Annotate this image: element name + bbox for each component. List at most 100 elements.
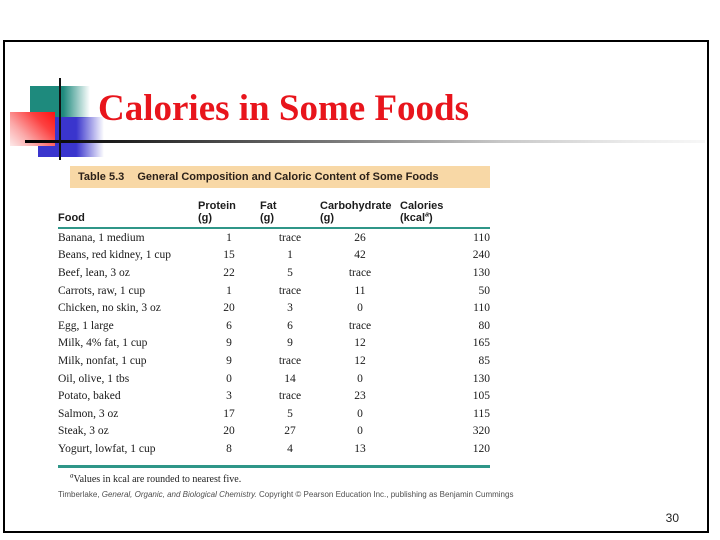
cell-food: Chicken, no skin, 3 oz: [58, 302, 161, 315]
table-row: Egg, 1 large 6 6 trace 80: [58, 317, 490, 335]
cell-protein_g: 1: [226, 231, 232, 244]
cell-carbohydrate_g: 11: [354, 284, 366, 297]
cell-calories: 50: [478, 284, 491, 297]
cell-food: Milk, nonfat, 1 cup: [58, 354, 147, 367]
cell-food: Banana, 1 medium: [58, 231, 145, 244]
table-row: Beans, red kidney, 1 cup 15 1 42 240: [58, 247, 490, 265]
cell-calories: 85: [478, 354, 491, 367]
cell-protein_g: 15: [223, 249, 235, 262]
cell-fat_g: 9: [287, 337, 293, 350]
cell-fat_g: 14: [284, 372, 296, 385]
cell-calories: 110: [473, 302, 490, 315]
cell-carbohydrate_g: trace: [348, 319, 372, 332]
cell-food: Potato, baked: [58, 390, 121, 403]
column-header-protein: Protein (g): [198, 192, 260, 229]
cell-fat_g: 1: [287, 249, 293, 262]
footnote-marker: a: [70, 471, 74, 480]
cell-fat_g: trace: [278, 354, 302, 367]
cell-fat_g: 5: [287, 266, 293, 279]
cell-fat_g: 27: [284, 425, 296, 438]
cell-fat_g: 4: [287, 442, 293, 455]
cell-calories: 110: [473, 231, 490, 244]
cell-calories: 130: [472, 372, 490, 385]
cell-food: Egg, 1 large: [58, 319, 114, 332]
cell-food: Milk, 4% fat, 1 cup: [58, 337, 148, 350]
cell-food: Oil, olive, 1 tbs: [58, 372, 130, 385]
table-row: Salmon, 3 oz 17 5 0 115: [58, 405, 490, 423]
footnote-marker-ref: a: [425, 210, 429, 218]
cell-carbohydrate_g: 42: [354, 249, 366, 262]
cell-fat_g: 3: [287, 302, 293, 315]
cell-food: Steak, 3 oz: [58, 425, 109, 438]
cell-protein_g: 0: [226, 372, 232, 385]
column-header-food: Food: [58, 192, 198, 229]
cell-fat_g: trace: [278, 390, 302, 403]
cell-food: Yogurt, lowfat, 1 cup: [58, 442, 156, 455]
food-table: Food Protein (g) Fat (g) Carbohydrate (g…: [58, 192, 490, 458]
column-header-calories: Calories (kcala): [400, 192, 490, 229]
cell-calories: 115: [473, 407, 490, 420]
cell-protein_g: 22: [223, 266, 235, 279]
table-caption-band: Table 5.3 General Composition and Calori…: [70, 166, 490, 188]
column-header-carbohydrate: Carbohydrate (g): [320, 192, 400, 229]
cell-carbohydrate_g: 0: [357, 302, 363, 315]
cell-carbohydrate_g: 0: [357, 407, 363, 420]
cell-calories: 320: [472, 425, 490, 438]
table-row: Yogurt, lowfat, 1 cup 8 4 13 120: [58, 440, 490, 458]
slide-title: Calories in Some Foods: [98, 88, 470, 129]
table-row: Potato, baked 3 trace 23 105: [58, 387, 490, 405]
book-title: General, Organic, and Biological Chemist…: [101, 489, 257, 499]
title-divider-rule: [25, 140, 705, 143]
table-header-row: Food Protein (g) Fat (g) Carbohydrate (g…: [58, 192, 490, 229]
cell-calories: 240: [472, 249, 490, 262]
cell-protein_g: 6: [226, 319, 232, 332]
cell-calories: 120: [472, 442, 490, 455]
cell-fat_g: trace: [278, 231, 302, 244]
cell-carbohydrate_g: trace: [348, 266, 372, 279]
cell-food: Beans, red kidney, 1 cup: [58, 249, 171, 262]
table-row: Banana, 1 medium 1 trace 26 110: [58, 228, 490, 247]
cell-food: Carrots, raw, 1 cup: [58, 284, 146, 297]
table-row: Beef, lean, 3 oz 22 5 trace 130: [58, 264, 490, 282]
cell-fat_g: trace: [278, 284, 302, 297]
table-row: Oil, olive, 1 tbs 0 14 0 130: [58, 370, 490, 388]
table-caption-title: General Composition and Caloric Content …: [137, 171, 439, 183]
slide-page-number: 30: [665, 511, 679, 525]
table-footnote: aValues in kcal are rounded to nearest f…: [70, 471, 242, 485]
cell-calories: 105: [472, 390, 490, 403]
cell-calories: 165: [472, 337, 490, 350]
table-bottom-rule: [58, 464, 490, 468]
table-body: Banana, 1 medium 1 trace 26 110 Beans, red ki…: [58, 228, 490, 458]
table-caption-label: Table 5.3: [78, 171, 125, 183]
cell-protein_g: 20: [223, 302, 235, 315]
cell-carbohydrate_g: 26: [354, 231, 366, 244]
cell-protein_g: 9: [226, 354, 232, 367]
cell-protein_g: 9: [226, 337, 232, 350]
table-row: Chicken, no skin, 3 oz 20 3 0 110: [58, 299, 490, 317]
cell-protein_g: 1: [226, 284, 232, 297]
source-credit: Timberlake, General, Organic, and Biolog…: [58, 489, 514, 499]
cell-food: Salmon, 3 oz: [58, 407, 119, 420]
cell-protein_g: 20: [223, 425, 235, 438]
cell-carbohydrate_g: 12: [354, 337, 366, 350]
table-figure: Table 5.3 General Composition and Calori…: [58, 166, 514, 499]
column-header-fat: Fat (g): [260, 192, 320, 229]
cell-fat_g: 5: [287, 407, 293, 420]
cell-fat_g: 6: [287, 319, 293, 332]
cell-carbohydrate_g: 23: [354, 390, 366, 403]
cell-carbohydrate_g: 13: [354, 442, 366, 455]
cell-calories: 80: [478, 319, 491, 332]
table-row: Milk, nonfat, 1 cup 9 trace 12 85: [58, 352, 490, 370]
decoration-vertical-line: [59, 78, 61, 160]
cell-carbohydrate_g: 0: [357, 372, 363, 385]
cell-calories: 130: [472, 266, 490, 279]
cell-food: Beef, lean, 3 oz: [58, 266, 130, 279]
slide: Calories in Some Foods Table 5.3 General…: [3, 40, 709, 533]
cell-protein_g: 8: [226, 442, 232, 455]
cell-carbohydrate_g: 12: [354, 354, 366, 367]
table-row: Milk, 4% fat, 1 cup 9 9 12 165: [58, 335, 490, 353]
table-row: Carrots, raw, 1 cup 1 trace 11 50: [58, 282, 490, 300]
cell-protein_g: 17: [223, 407, 235, 420]
cell-protein_g: 3: [226, 390, 232, 403]
table-row: Steak, 3 oz 20 27 0 320: [58, 423, 490, 441]
